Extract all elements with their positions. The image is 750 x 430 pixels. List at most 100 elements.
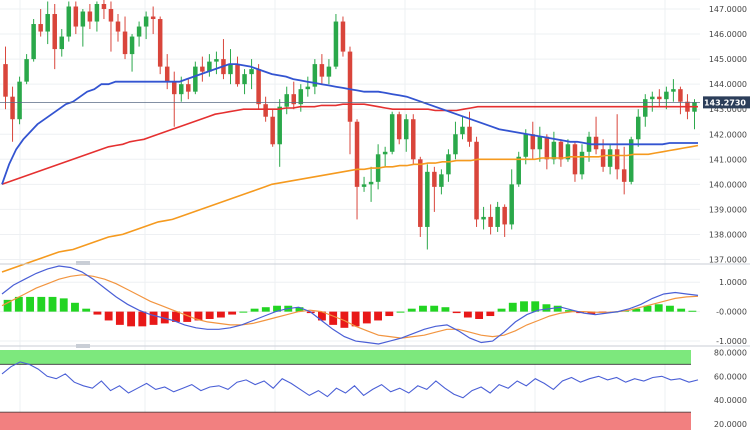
candle-body <box>671 89 675 92</box>
macd-histogram-bar <box>688 311 696 312</box>
macd-histogram-bar <box>93 312 101 315</box>
macd-histogram-bar <box>374 312 382 321</box>
candle-body <box>629 139 633 182</box>
candle-body <box>580 152 584 175</box>
rsi-axis-tick: 20.0000 <box>714 420 747 429</box>
macd-histogram-bar <box>655 304 663 311</box>
candle-body <box>256 69 260 104</box>
candle-body <box>559 142 563 160</box>
price-axis-tick: 145.0000 <box>709 55 747 64</box>
macd-axis-tick: -0.0000 <box>716 308 747 317</box>
candle-body <box>249 69 253 74</box>
candle-body <box>123 32 127 55</box>
rsi-overbought-zone <box>0 350 691 364</box>
candle-body <box>334 22 338 67</box>
rsi-axis-tick: 40.0000 <box>714 396 747 405</box>
candle-body <box>643 99 647 117</box>
candle-body <box>60 37 64 50</box>
candle-body <box>31 24 35 59</box>
candle-body <box>615 149 619 169</box>
price-axis-tick: 141.0000 <box>709 155 747 164</box>
panel-resize-handle <box>76 344 90 348</box>
candle-body <box>425 172 429 227</box>
candle-body <box>678 89 682 102</box>
candle-body <box>355 122 359 187</box>
macd-histogram-bar <box>677 309 685 312</box>
candle-body <box>573 144 577 174</box>
macd-histogram-bar <box>228 312 236 315</box>
candle-body <box>242 74 246 84</box>
candle-body <box>474 142 478 220</box>
candle-body <box>481 217 485 220</box>
price-axis-tick: 147.0000 <box>709 5 747 14</box>
macd-histogram-bar <box>453 312 461 313</box>
macd-histogram-bar <box>150 312 158 325</box>
candle-body <box>45 14 49 32</box>
candle-body <box>116 22 120 32</box>
candle-body <box>446 154 450 174</box>
candle-body <box>109 9 113 22</box>
macd-histogram-bar <box>26 297 34 312</box>
candle-body <box>38 24 42 32</box>
candle-body <box>439 174 443 187</box>
macd-histogram-bar <box>15 297 23 312</box>
macd-histogram-bar <box>385 312 393 316</box>
candle-body <box>24 59 28 82</box>
price-axis-tick: 139.0000 <box>709 205 747 214</box>
macd-axis-tick: 1.0000 <box>719 278 747 287</box>
macd-histogram-bar <box>49 297 57 312</box>
candle-body <box>460 127 464 135</box>
candle-body <box>102 4 106 9</box>
macd-histogram-bar <box>486 312 494 316</box>
candle-body <box>411 119 415 159</box>
macd-histogram-bar <box>363 312 371 324</box>
candle-body <box>538 137 542 150</box>
candle-body <box>341 22 345 52</box>
candle-body <box>81 12 85 27</box>
candle-body <box>52 14 56 49</box>
candle-body <box>601 149 605 167</box>
macd-histogram-bar <box>105 312 113 321</box>
candle-body <box>516 157 520 185</box>
candle-body <box>165 67 169 82</box>
candle-body <box>348 52 352 122</box>
macd-histogram-bar <box>554 306 562 312</box>
candle-body <box>608 149 612 167</box>
last-price-label: 143.2730 <box>704 98 746 107</box>
macd-histogram-bar <box>430 306 438 312</box>
candle-body <box>502 207 506 225</box>
candle-body <box>397 114 401 139</box>
price-axis-tick: 146.0000 <box>709 30 747 39</box>
candle-body <box>3 64 7 97</box>
macd-histogram-bar <box>71 303 79 312</box>
candle-body <box>95 4 99 22</box>
candle-body <box>299 89 303 104</box>
candle-body <box>17 82 21 120</box>
candle-body <box>664 92 668 100</box>
panel-resize-handle <box>76 261 90 265</box>
candle-body <box>235 64 239 84</box>
candle-body <box>200 67 204 72</box>
macd-histogram-bar <box>408 309 416 312</box>
candle-body <box>636 117 640 140</box>
candle-body <box>545 137 549 160</box>
candle-body <box>151 17 155 20</box>
macd-histogram-bar <box>520 301 528 311</box>
price-axis-tick: 137.0000 <box>709 255 747 264</box>
macd-histogram-bar <box>464 312 472 318</box>
candle-body <box>524 134 528 157</box>
candle-body <box>74 7 78 27</box>
candle-body <box>327 67 331 77</box>
candle-body <box>552 142 556 160</box>
macd-histogram-bar <box>127 312 135 327</box>
candle-body <box>488 217 492 227</box>
candle-body <box>622 169 626 182</box>
candle-body <box>657 97 661 100</box>
candle-body <box>594 137 598 150</box>
candle-body <box>509 184 513 224</box>
candle-body <box>320 64 324 77</box>
macd-histogram-bar <box>543 304 551 311</box>
